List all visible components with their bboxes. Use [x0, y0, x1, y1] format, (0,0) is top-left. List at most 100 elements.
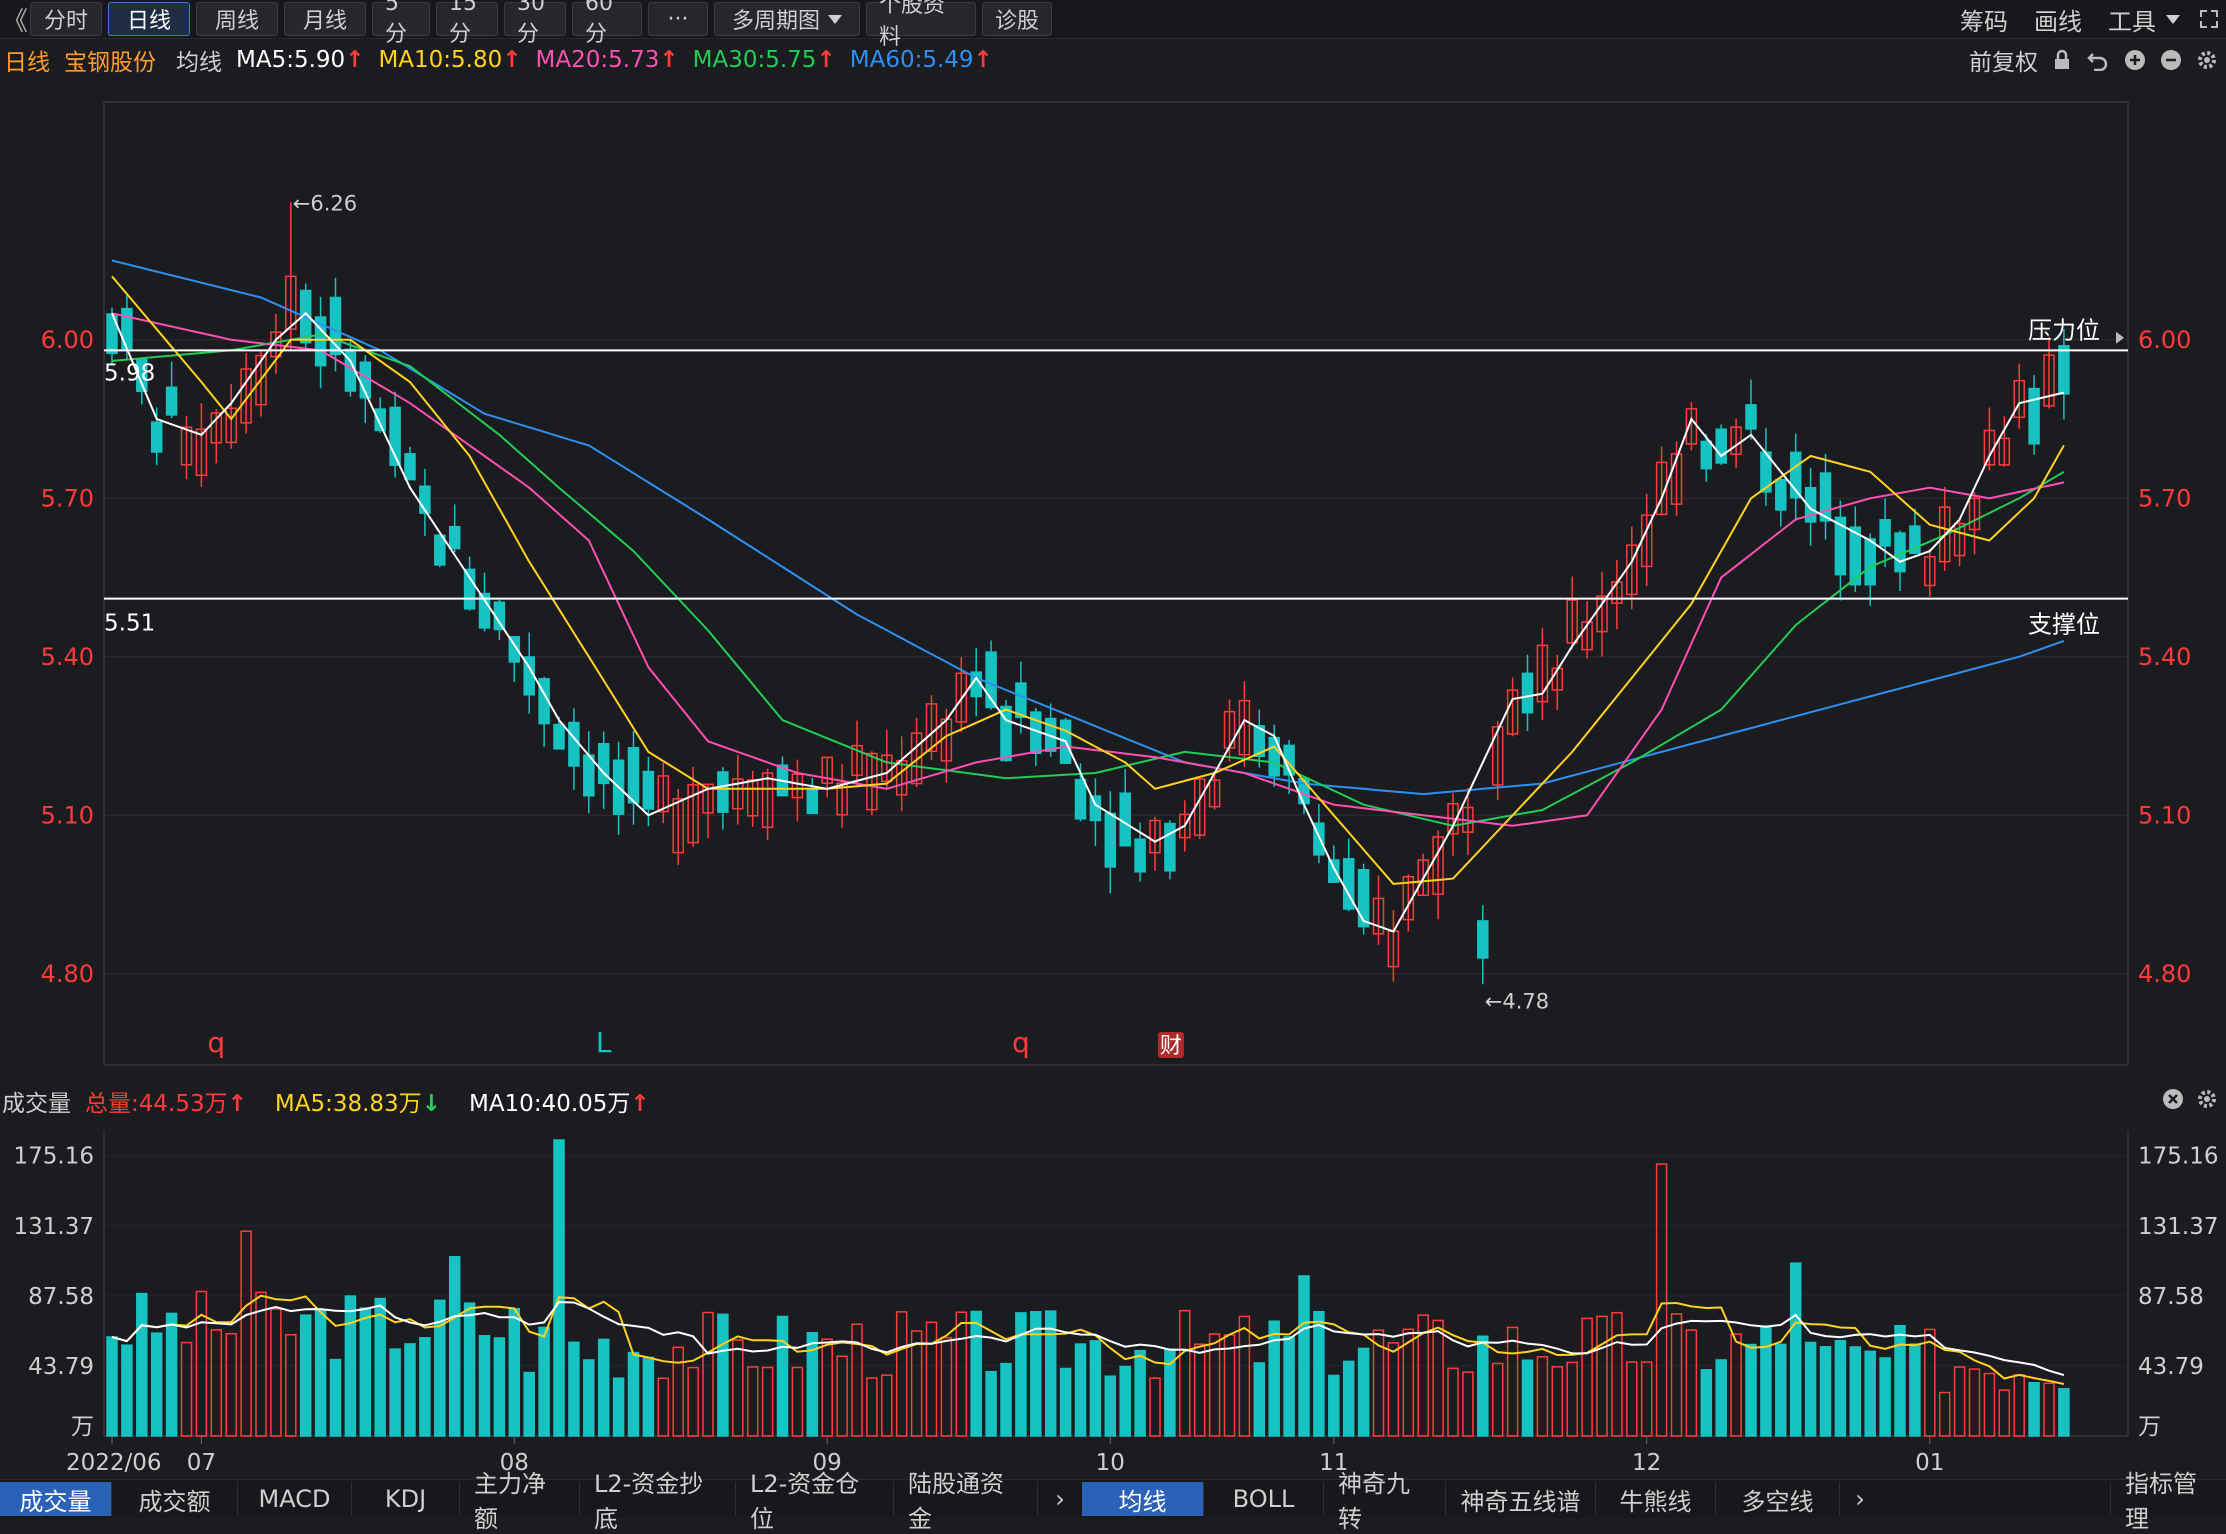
volume-bar — [1581, 1317, 1593, 1437]
volume-bar — [1596, 1315, 1608, 1437]
volume-bar — [806, 1332, 819, 1437]
volume-ma-lines — [111, 1294, 2065, 1385]
volume-bar — [1328, 1374, 1340, 1437]
candle-body — [1998, 437, 2011, 466]
more-right-tabs-icon[interactable]: › — [1855, 1485, 1865, 1513]
diagnose-button[interactable]: 诊股 — [982, 2, 1052, 36]
tab-kdj[interactable]: KDJ — [352, 1482, 460, 1516]
candle-body — [2028, 387, 2040, 445]
candle-body — [1372, 897, 1385, 935]
volume-bar — [1447, 1367, 1459, 1437]
draw-line-button[interactable]: 画线 — [2034, 7, 2082, 36]
support-label: 支撑位 — [2028, 611, 2100, 639]
volume-controls — [2162, 1088, 2218, 1110]
price-chart[interactable]: 6.00 6.00 5.70 5.70 5.40 5.40 5.10 5.10 4.80 4.80… — [0, 80, 2226, 1080]
candle-body — [150, 421, 163, 453]
tab-intraday[interactable]: 分时 — [30, 2, 102, 36]
indicator-manager-button[interactable]: 指标管理 — [2110, 1470, 2226, 1533]
tab-boll[interactable]: BOLL — [1204, 1482, 1324, 1516]
volume-bar — [1655, 1163, 1668, 1437]
lock-icon[interactable] — [2052, 49, 2072, 71]
tab-l2-position[interactable]: L2-资金仓位 — [736, 1470, 894, 1533]
tab-volume[interactable]: 成交量 — [0, 1482, 112, 1516]
candle-body — [836, 782, 848, 816]
candle-body — [1000, 705, 1012, 762]
candle-body — [1357, 868, 1370, 928]
price-pointer-icon — [2116, 331, 2124, 344]
price-grid — [103, 101, 2129, 1066]
volume-bar — [612, 1377, 625, 1437]
fullscreen-icon[interactable] — [2198, 8, 2220, 30]
tab-l2-bottom[interactable]: L2-资金抄底 — [580, 1470, 736, 1533]
tools-button[interactable]: 工具 — [2108, 7, 2156, 36]
multi-period-label: 多周期图 — [731, 9, 820, 34]
volume-bar — [165, 1312, 178, 1437]
volume-bar — [2043, 1382, 2055, 1437]
volume-bar — [1983, 1372, 1996, 1437]
tab-northbound[interactable]: 陆股通资金 — [894, 1470, 1038, 1533]
tab-monthly[interactable]: 月线 — [284, 2, 366, 36]
x-tick-label: 08 — [500, 1450, 529, 1476]
ma10-text: MA10:5.80 — [378, 47, 503, 73]
ma10-value: MA10:5.80↑ — [378, 47, 521, 73]
tab-ma[interactable]: 均线 — [1082, 1482, 1204, 1516]
back-icon[interactable]: 《 — [2, 6, 29, 37]
tab-turnover[interactable]: 成交额 — [112, 1482, 238, 1516]
financial-report-marker-bg — [1157, 1032, 1184, 1058]
multi-period-dropdown[interactable]: 多周期图 — [714, 2, 860, 36]
more-periods-button[interactable]: ··· — [648, 2, 708, 36]
tab-5min[interactable]: 5分 — [372, 0, 430, 47]
candle-body — [1700, 440, 1713, 470]
tab-bull-bear[interactable]: 牛熊线 — [1596, 1482, 1716, 1516]
adjust-mode[interactable]: 前复权 — [1969, 50, 2038, 76]
volume-total-arrow: ↑ — [227, 1091, 247, 1117]
volume-bar — [1849, 1346, 1862, 1437]
x-tick-label: 11 — [1319, 1450, 1348, 1476]
close-icon[interactable] — [2162, 1088, 2184, 1110]
zoom-out-icon[interactable] — [2160, 49, 2182, 71]
volume-bar — [1909, 1343, 1921, 1437]
x-tick-label: 01 — [1915, 1450, 1944, 1476]
ma-lines — [111, 259, 2065, 933]
tab-magic-five[interactable]: 神奇五线谱 — [1446, 1482, 1596, 1516]
candle-body — [1670, 453, 1683, 505]
volume-bar — [299, 1314, 312, 1437]
candle-body — [687, 784, 699, 844]
tab-15min[interactable]: 15分 — [436, 0, 498, 47]
gear-icon[interactable] — [2196, 49, 2218, 71]
tab-long-short[interactable]: 多空线 — [1716, 1482, 1840, 1516]
volume-bar — [1626, 1361, 1638, 1437]
volume-gear-icon[interactable] — [2196, 1088, 2218, 1110]
volume-bar — [538, 1326, 550, 1437]
ma5-value: MA5:5.90↑ — [236, 47, 364, 73]
volume-bar — [568, 1341, 580, 1437]
volume-bar — [1417, 1314, 1429, 1437]
tab-macd[interactable]: MACD — [238, 1482, 352, 1516]
volume-bar — [463, 1302, 476, 1437]
zoom-in-icon[interactable] — [2124, 49, 2146, 71]
undo-icon[interactable] — [2086, 49, 2110, 71]
candle-body — [434, 534, 446, 566]
y-tick-label-right: 6.00 — [2138, 326, 2191, 354]
volume-chart[interactable]: 175.16 175.16 131.37 131.37 87.58 87.58 43.79 4… — [0, 1118, 2226, 1478]
ma-label[interactable]: 均线 — [176, 50, 222, 76]
tab-daily[interactable]: 日线 — [108, 2, 190, 36]
candle-body — [702, 783, 714, 814]
tab-magic-nine[interactable]: 神奇九转 — [1324, 1470, 1446, 1533]
volume-bar — [2013, 1374, 2025, 1437]
tab-60min[interactable]: 60分 — [572, 0, 642, 47]
volume-bar — [1179, 1309, 1191, 1437]
volume-bar — [1506, 1326, 1519, 1437]
tools-dropdown-icon[interactable] — [2166, 14, 2180, 24]
volume-bar — [195, 1290, 208, 1437]
stock-profile-button[interactable]: 个股资料 — [866, 0, 976, 50]
tab-weekly[interactable]: 周线 — [196, 2, 278, 36]
more-left-tabs-icon[interactable]: › — [1055, 1485, 1065, 1513]
volume-bar — [627, 1351, 640, 1437]
volume-bar — [493, 1337, 506, 1437]
volume-bar — [1804, 1341, 1817, 1437]
chip-button[interactable]: 筹码 — [1960, 7, 2008, 36]
tab-main-net[interactable]: 主力净额 — [460, 1470, 580, 1533]
tab-30min[interactable]: 30分 — [504, 0, 566, 47]
volume-bar — [1357, 1347, 1370, 1437]
